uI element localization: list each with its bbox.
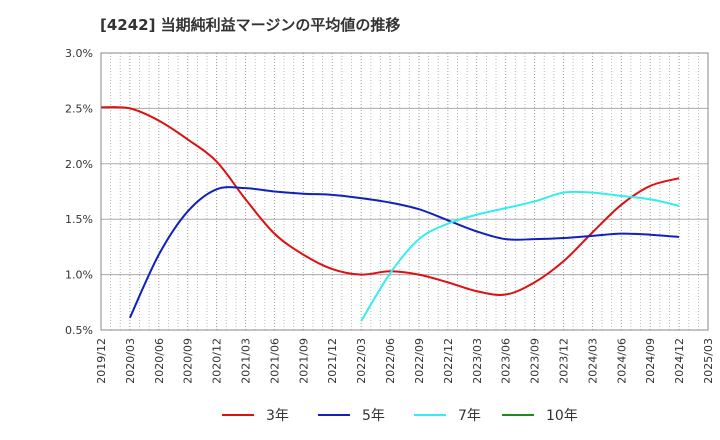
x-tick-label: 2024/03	[586, 338, 599, 384]
x-tick-label: 2020/03	[124, 338, 137, 384]
series-lines	[100, 106, 680, 322]
y-tick-label: 3.0%	[65, 47, 93, 60]
legend-label: 7年	[458, 408, 481, 424]
x-tick-label: 2020/12	[211, 338, 224, 384]
y-axis: 0.5% 1.0% 1.5% 2.0% 2.5% 3.0%	[65, 47, 93, 337]
series-line-1	[100, 106, 680, 296]
series-line-2	[128, 186, 680, 319]
legend-label: 5年	[362, 408, 385, 424]
x-tick-label: 2022/09	[413, 338, 426, 384]
x-tick-label: 2022/03	[355, 338, 368, 384]
y-tick-label: 1.0%	[65, 269, 93, 282]
x-tick-label: 2024/12	[673, 338, 686, 384]
y-tick-label: 1.5%	[65, 213, 93, 226]
x-tick-label: 2021/09	[297, 338, 310, 384]
plot-area-border	[100, 52, 709, 331]
x-tick-label: 2021/12	[326, 338, 339, 384]
grid	[100, 52, 709, 331]
x-tick-label: 2023/12	[557, 338, 570, 384]
legend-label: 10年	[546, 408, 578, 424]
x-tick-label: 2024/06	[615, 338, 628, 384]
x-tick-label: 2022/06	[384, 338, 397, 384]
chart-title: [4242] 当期純利益マージンの平均値の推移	[100, 16, 400, 34]
x-tick-label: 2025/03	[702, 338, 715, 384]
y-tick-label: 2.0%	[65, 158, 93, 171]
x-tick-label: 2021/03	[240, 338, 253, 384]
x-tick-label: 2021/06	[268, 338, 281, 384]
x-tick-label: 2023/06	[500, 338, 513, 384]
x-tick-label: 2022/12	[442, 338, 455, 384]
x-tick-label: 2024/09	[644, 338, 657, 384]
x-axis: 2019/12 2020/03 2020/06 2020/09 2020/12 2021/…	[95, 338, 715, 384]
y-tick-label: 0.5%	[65, 324, 93, 337]
x-tick-label: 2023/09	[529, 338, 542, 384]
legend: 3年 5年 7年 10年	[222, 408, 578, 424]
x-tick-label: 2019/12	[95, 338, 108, 384]
series-line-3	[360, 190, 680, 322]
y-tick-label: 2.5%	[65, 102, 93, 115]
legend-label: 3年	[266, 408, 289, 424]
x-tick-label: 2020/06	[153, 338, 166, 384]
x-tick-label: 2023/03	[471, 338, 484, 384]
x-tick-label: 2020/09	[182, 338, 195, 384]
